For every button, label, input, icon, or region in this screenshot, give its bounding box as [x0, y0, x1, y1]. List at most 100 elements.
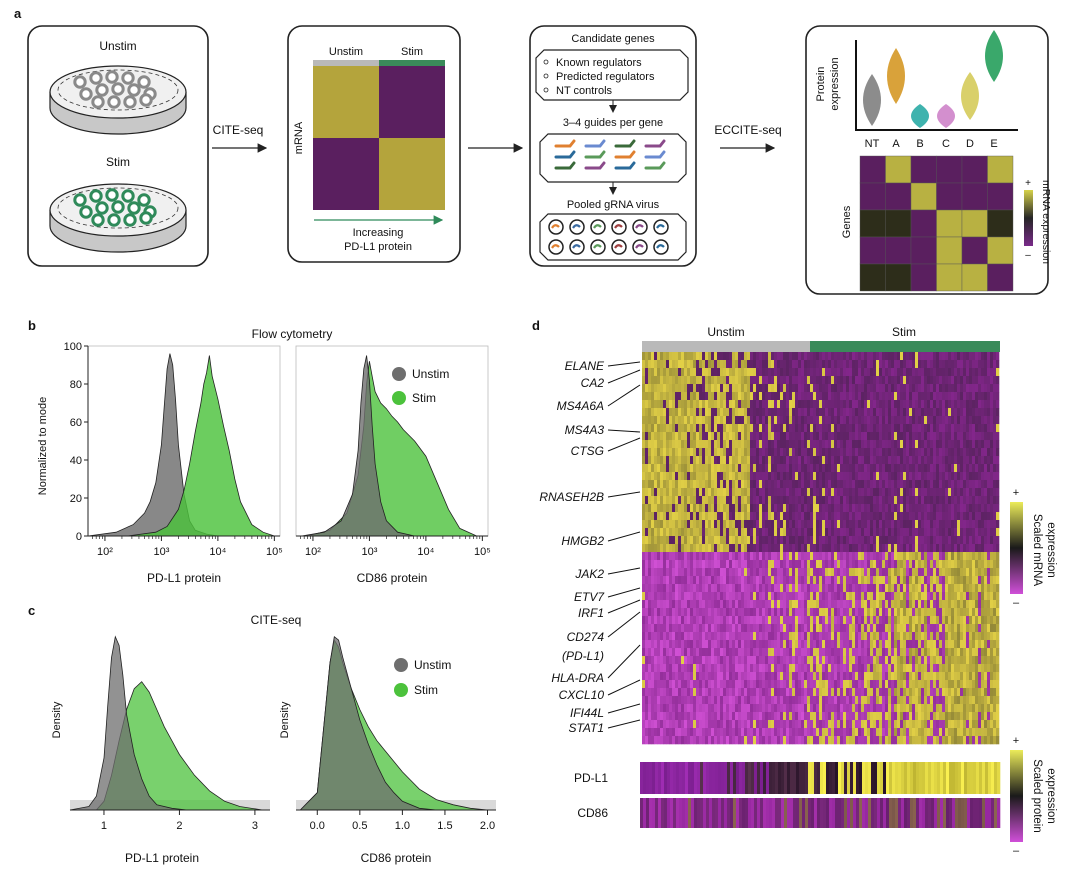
heat-cell — [741, 584, 745, 593]
heat-cell — [993, 600, 997, 609]
heat-cell — [759, 528, 763, 537]
heat-cell — [870, 592, 874, 601]
heat-cell — [966, 472, 970, 481]
heat-cell — [678, 424, 682, 433]
heat-cell — [981, 464, 985, 473]
heat-cell — [786, 552, 790, 561]
heat-cell — [828, 400, 832, 409]
heat-cell — [843, 576, 847, 585]
heat-cell — [795, 496, 799, 505]
heat-cell — [870, 520, 874, 529]
guide-rna-icon — [554, 161, 576, 170]
heat-cell — [894, 392, 898, 401]
heat-cell — [732, 432, 736, 441]
heat-cell — [720, 368, 724, 377]
heat-cell — [810, 512, 814, 521]
heat-cell — [684, 376, 688, 385]
heat-cell — [978, 528, 982, 537]
heat-cell — [669, 624, 673, 633]
heat-cell — [669, 528, 673, 537]
heat-cell — [705, 552, 709, 561]
heat-cell — [648, 592, 652, 601]
heat-cell — [897, 496, 901, 505]
heat-cell — [786, 472, 790, 481]
heat-cell — [792, 456, 796, 465]
heat-cell — [669, 576, 673, 585]
heat-cell — [831, 384, 835, 393]
heat-cell — [879, 592, 883, 601]
heat-cell — [756, 408, 760, 417]
heat-cell — [726, 416, 730, 425]
y-tick-label: 20 — [70, 493, 82, 505]
heat-cell — [672, 488, 676, 497]
heat-cell — [789, 360, 793, 369]
heat-cell — [729, 664, 733, 673]
heat-cell — [729, 384, 733, 393]
heat-cell — [861, 456, 865, 465]
heat-cell — [816, 496, 820, 505]
heat-cell — [810, 640, 814, 649]
heat-cell — [747, 648, 751, 657]
heat-cell — [762, 464, 766, 473]
heat-cell — [822, 376, 826, 385]
heat-cell — [642, 536, 646, 545]
heat-cell — [726, 424, 730, 433]
heat-cell — [873, 392, 877, 401]
heat-cell — [879, 552, 883, 561]
heat-cell — [936, 552, 940, 561]
heat-cell — [819, 592, 823, 601]
heat-cell — [717, 376, 721, 385]
heat-cell — [918, 616, 922, 625]
heat-cell — [699, 424, 703, 433]
heat-cell — [945, 376, 949, 385]
heat-cell — [939, 488, 943, 497]
heat-cell — [918, 632, 922, 641]
heat-cell — [987, 480, 991, 489]
heat-cell — [678, 616, 682, 625]
heat-cell — [882, 496, 886, 505]
violin-mark — [961, 72, 979, 120]
heat-cell — [912, 632, 916, 641]
heat-cell — [936, 352, 940, 361]
heat-cell — [714, 624, 718, 633]
heat-cell — [990, 368, 994, 377]
heat-cell — [741, 360, 745, 369]
heat-cell — [807, 424, 811, 433]
heat-cell — [753, 432, 757, 441]
heat-cell — [837, 608, 841, 617]
heat-cell — [651, 560, 655, 569]
heat-cell — [813, 536, 817, 545]
heat-cell — [744, 560, 748, 569]
heat-cell — [726, 352, 730, 361]
heat-cell — [810, 408, 814, 417]
heat-cell — [795, 600, 799, 609]
heat-cell — [819, 504, 823, 513]
heat-cell — [816, 528, 820, 537]
heat-cell — [903, 560, 907, 569]
heat-cell — [654, 600, 658, 609]
heat-cell — [981, 472, 985, 481]
heat-cell — [942, 488, 946, 497]
heat-cell — [669, 600, 673, 609]
heat-cell — [705, 368, 709, 377]
heat-cell — [966, 560, 970, 569]
heat-cell — [957, 512, 961, 521]
heat-cell — [696, 376, 700, 385]
heat-cell — [696, 584, 700, 593]
gene-heat-cell — [885, 209, 912, 238]
heat-cell — [846, 456, 850, 465]
heat-cell — [753, 592, 757, 601]
virus-grna-icon — [593, 244, 602, 249]
heat-cell — [681, 608, 685, 617]
heat-cell — [741, 488, 745, 497]
heat-cell — [990, 504, 994, 513]
heat-cell — [912, 528, 916, 537]
heat-cell — [984, 512, 988, 521]
heat-cell — [843, 624, 847, 633]
heat-cell — [930, 624, 934, 633]
heat-cell — [837, 496, 841, 505]
heat-cell — [933, 416, 937, 425]
heat-cell — [687, 488, 691, 497]
heat-cell — [816, 624, 820, 633]
heat-cell — [933, 560, 937, 569]
